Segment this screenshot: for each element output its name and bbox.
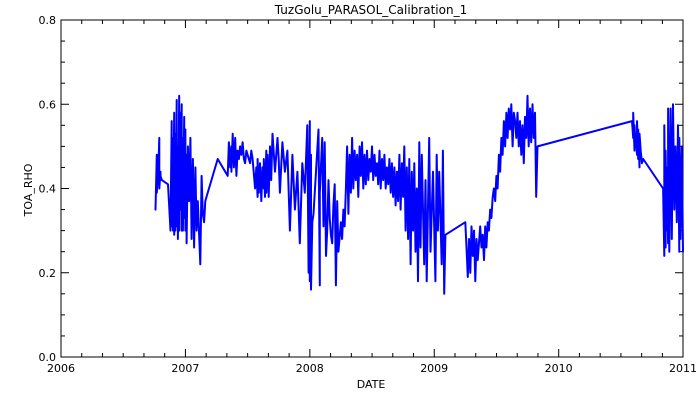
y-tick-label: 0.2 [39,267,57,280]
x-tick-label: 2006 [47,362,75,375]
x-tick-label: 2007 [171,362,199,375]
chart-title: TuzGolu_PARASOL_Calibration_1 [274,3,467,17]
x-tick-label: 2011 [669,362,697,375]
y-axis-label: TOA_RHO [22,163,35,217]
y-tick-label: 0.8 [39,14,57,27]
x-tick-label: 2009 [420,362,448,375]
series-layer [154,94,684,295]
y-tick-label: 0.6 [39,98,57,111]
x-axis-label: DATE [357,378,386,391]
x-tick-label: 2010 [545,362,573,375]
y-tick-label: 0.0 [39,351,57,364]
x-tick-label: 2008 [296,362,324,375]
toa-rho-series-line [154,94,684,295]
y-tick-label: 0.4 [39,183,57,196]
x-axis-ticks: 2006 2007 2008 2009 2010 2011 [47,20,697,375]
y-axis-ticks: 0.0 0.2 0.4 0.6 0.8 [39,14,683,364]
